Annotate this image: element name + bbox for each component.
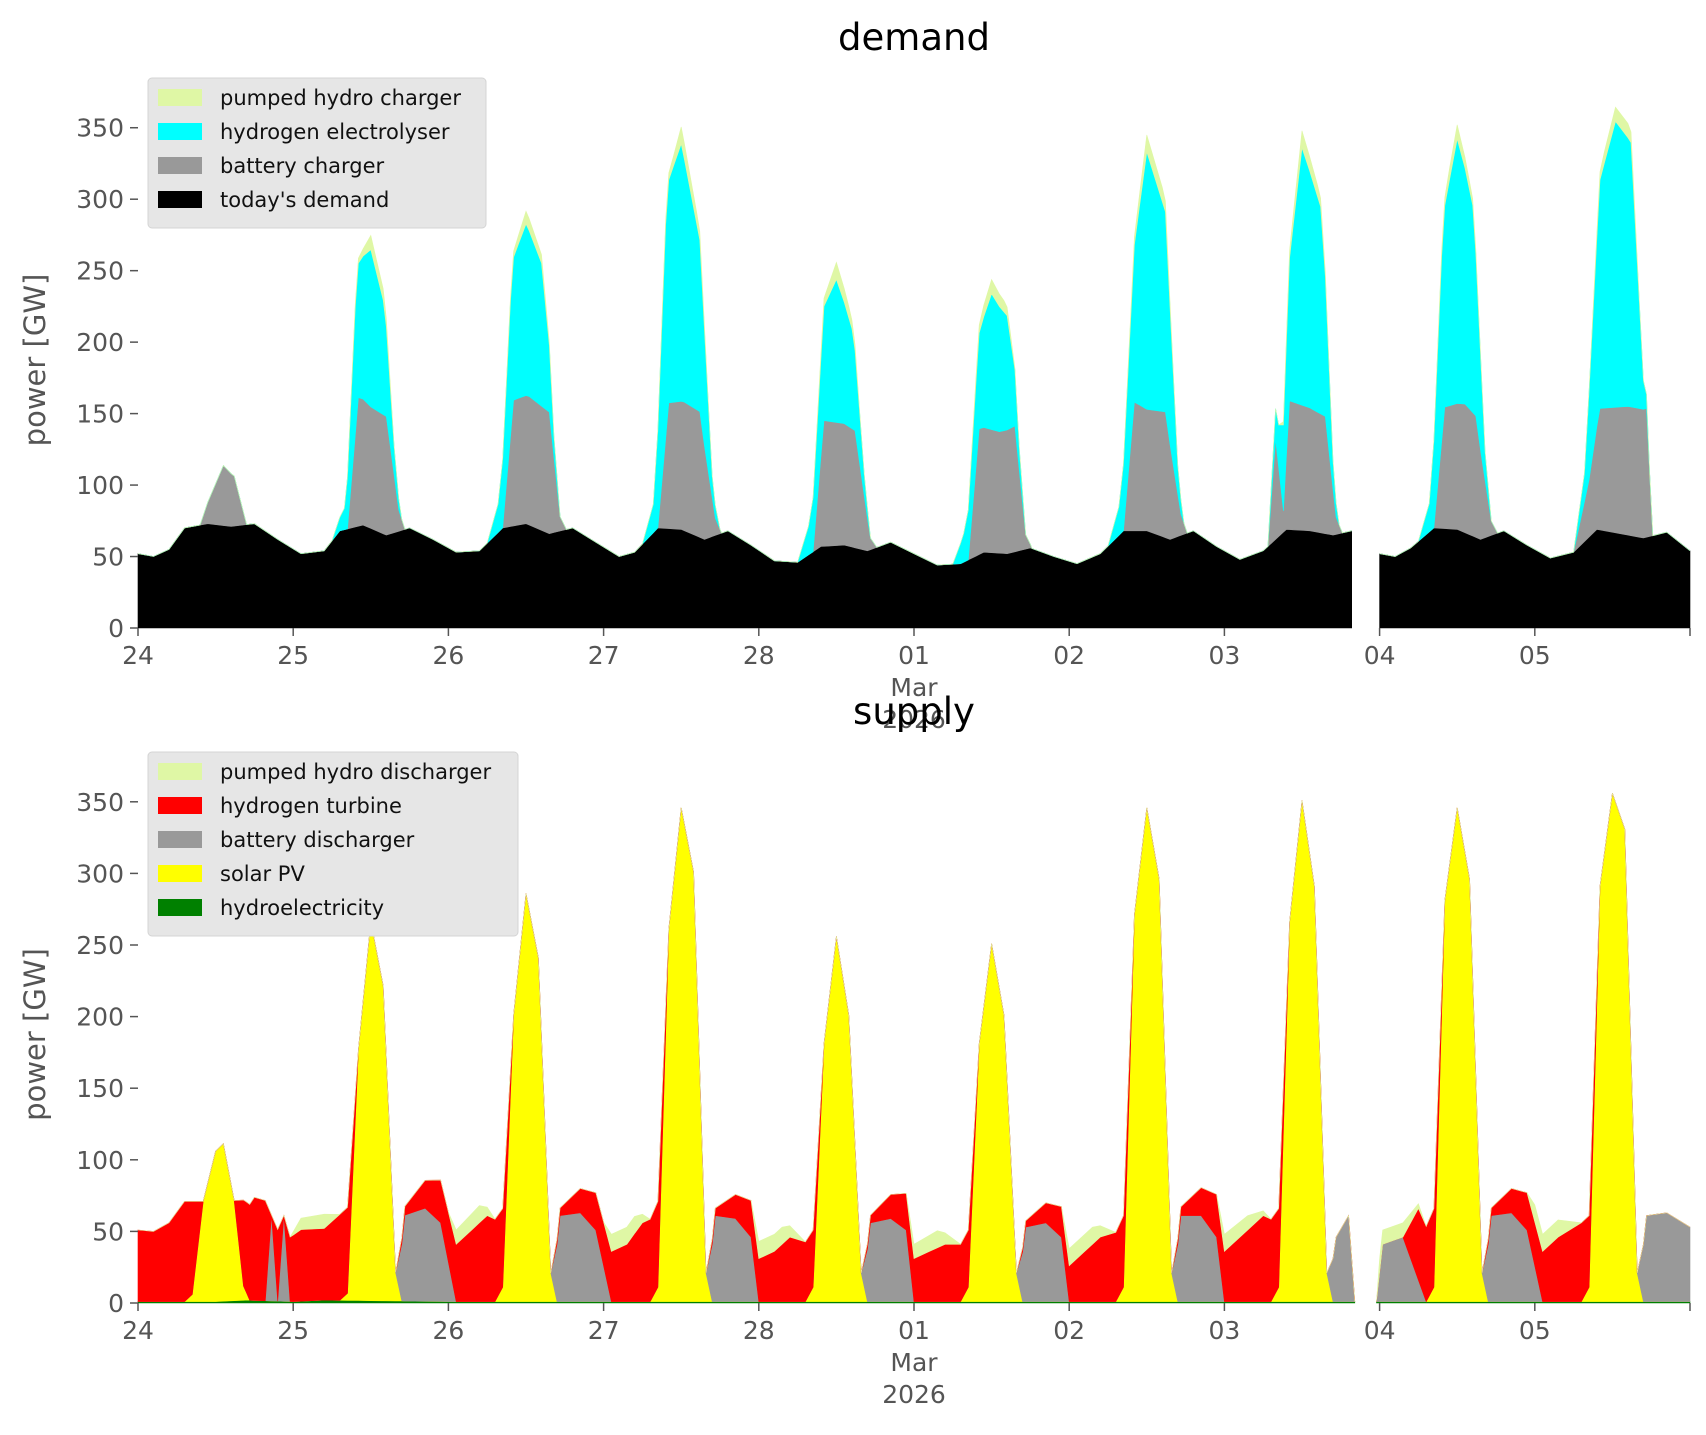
legend-swatch-hydrogen-turbine <box>158 797 202 814</box>
legend-label-solar-pv: solar PV <box>220 862 305 886</box>
legend-label-hydrogen-electrolyser: hydrogen electrolyser <box>220 120 450 144</box>
x-tick-label: 25 <box>277 641 309 670</box>
y-tick-label: 200 <box>76 1003 124 1032</box>
x-tick-label: 05 <box>1519 1316 1551 1345</box>
series-area-pumped-hydro-discharger <box>1376 793 1691 1302</box>
y-tick-label: 150 <box>76 400 124 429</box>
y-tick-label: 350 <box>76 788 124 817</box>
x-tick-label: 26 <box>432 1316 464 1345</box>
legend: pumped hydro discharger hydrogen turbine b… <box>147 751 519 937</box>
y-axis-label: power [GW] <box>18 274 52 447</box>
x-axis-month-label: Mar <box>890 673 938 702</box>
x-tick-label: 02 <box>1053 1316 1085 1345</box>
legend-label-hydrogen-turbine: hydrogen turbine <box>220 794 402 818</box>
legend-swatch-pumped-hydro-charger <box>158 89 202 106</box>
legend-box <box>147 77 487 229</box>
chart-title: supply <box>853 690 975 733</box>
legend-swatch-pumped-hydro-discharger <box>158 763 202 780</box>
y-tick-label: 250 <box>76 931 124 960</box>
x-axis-year-label: 2026 <box>882 705 946 734</box>
y-tick-label: 200 <box>76 328 124 357</box>
x-tick-label: 04 <box>1364 1316 1396 1345</box>
y-tick-label: 300 <box>76 185 124 214</box>
legend-swatch-solar-pv <box>158 865 202 882</box>
y-axis-label: power [GW] <box>18 948 52 1121</box>
x-axis-year-label: 2026 <box>882 1380 946 1409</box>
plot-area <box>137 106 1691 629</box>
legend-swatch-today-s-demand <box>158 191 202 208</box>
chart-title: demand <box>838 16 990 59</box>
x-tick-label: 01 <box>898 1316 930 1345</box>
series-area-today-s-demand <box>1379 527 1691 629</box>
legend-box <box>147 751 519 937</box>
series-area-pumped-hydro-charger <box>1379 106 1691 559</box>
x-tick-label: 28 <box>743 1316 775 1345</box>
x-tick-label: 26 <box>432 641 464 670</box>
legend-label-pumped-hydro-discharger: pumped hydro discharger <box>220 760 491 784</box>
plot-area <box>137 793 1691 1304</box>
y-tick-label: 150 <box>76 1074 124 1103</box>
legend-label-pumped-hydro-charger: pumped hydro charger <box>220 86 461 110</box>
x-tick-label: 04 <box>1364 641 1396 670</box>
x-tick-label: 02 <box>1053 641 1085 670</box>
y-tick-label: 50 <box>92 543 124 572</box>
x-tick-label: 05 <box>1519 641 1551 670</box>
legend-label-hydroelectricity: hydroelectricity <box>220 896 384 920</box>
y-tick-label: 0 <box>108 1289 124 1318</box>
y-tick-label: 250 <box>76 257 124 286</box>
legend-swatch-battery-discharger <box>158 831 202 848</box>
legend: pumped hydro charger hydrogen electrolyse… <box>147 77 487 229</box>
x-tick-label: 03 <box>1208 641 1240 670</box>
y-tick-label: 300 <box>76 859 124 888</box>
x-tick-label: 25 <box>277 1316 309 1345</box>
x-tick-label: 27 <box>588 641 620 670</box>
y-tick-label: 50 <box>92 1217 124 1246</box>
x-tick-label: 27 <box>588 1316 620 1345</box>
x-tick-label: 28 <box>743 641 775 670</box>
series-area-pumped-hydro-charger <box>137 126 1352 566</box>
x-tick-label: 01 <box>898 641 930 670</box>
legend-swatch-hydrogen-electrolyser <box>158 123 202 140</box>
legend-label-battery-discharger: battery discharger <box>220 828 415 852</box>
legend-swatch-battery-charger <box>158 157 202 174</box>
legend-label-battery-charger: battery charger <box>220 154 385 178</box>
y-tick-label: 350 <box>76 114 124 143</box>
x-tick-label: 24 <box>122 1316 154 1345</box>
x-axis-month-label: Mar <box>890 1348 938 1377</box>
legend-swatch-hydroelectricity <box>158 899 202 916</box>
y-tick-label: 0 <box>108 614 124 643</box>
legend-label-today-s-demand: today's demand <box>220 188 389 212</box>
x-tick-label: 03 <box>1208 1316 1240 1345</box>
x-tick-label: 24 <box>122 641 154 670</box>
series-area-hydrogen-turbine <box>1376 793 1691 1303</box>
y-tick-label: 100 <box>76 471 124 500</box>
series-area-pumped-hydro-discharger <box>137 800 1356 1302</box>
y-tick-label: 100 <box>76 1146 124 1175</box>
